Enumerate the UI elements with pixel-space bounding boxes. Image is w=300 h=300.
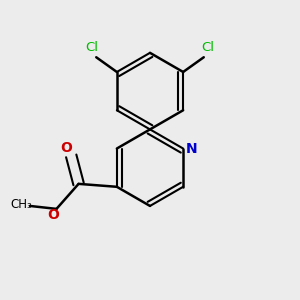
Text: CH₃: CH₃ [10, 198, 32, 211]
Text: N: N [186, 142, 197, 155]
Text: O: O [47, 208, 59, 222]
Text: Cl: Cl [85, 41, 98, 54]
Text: O: O [60, 141, 72, 154]
Text: Cl: Cl [202, 41, 215, 54]
